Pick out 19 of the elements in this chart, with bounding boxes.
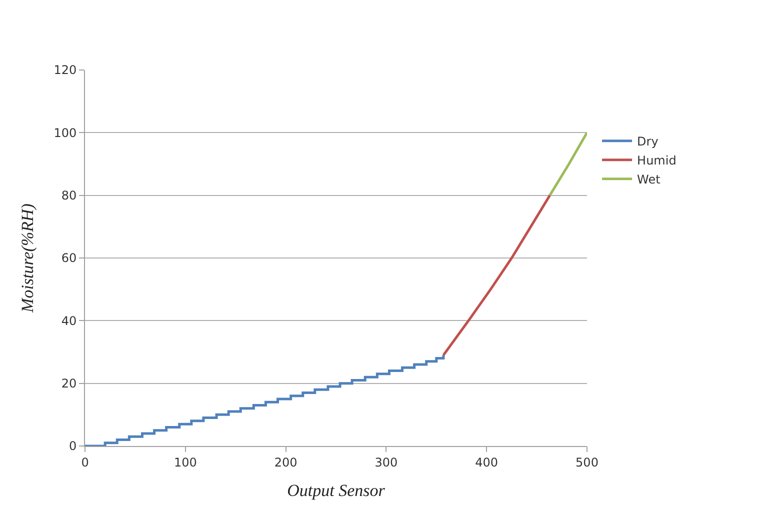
x-tick-label: 400 (475, 455, 498, 470)
y-tick-label: 120 (54, 63, 77, 78)
y-tick-label: 40 (61, 314, 77, 328)
y-tick-label: 60 (61, 251, 77, 266)
legend-label: Dry (637, 134, 658, 149)
x-axis-title: Output Sensor (287, 480, 386, 500)
legend-label: Wet (637, 172, 661, 187)
x-tick-label: 500 (576, 455, 598, 470)
line-series (442, 194, 552, 356)
y-axis-title: Moisture(%RH) (18, 203, 38, 314)
x-tick-label: 100 (174, 455, 197, 470)
y-tick-label: 100 (54, 126, 77, 140)
x-tick-label: 0 (81, 455, 89, 470)
x-tick-label: 200 (274, 455, 298, 470)
legend-label: Humid (637, 154, 676, 168)
y-tick-label: 80 (61, 188, 77, 203)
y-tick-label: 0 (68, 439, 77, 454)
x-tick-label: 300 (374, 455, 398, 470)
y-tick-label: 20 (61, 376, 77, 391)
